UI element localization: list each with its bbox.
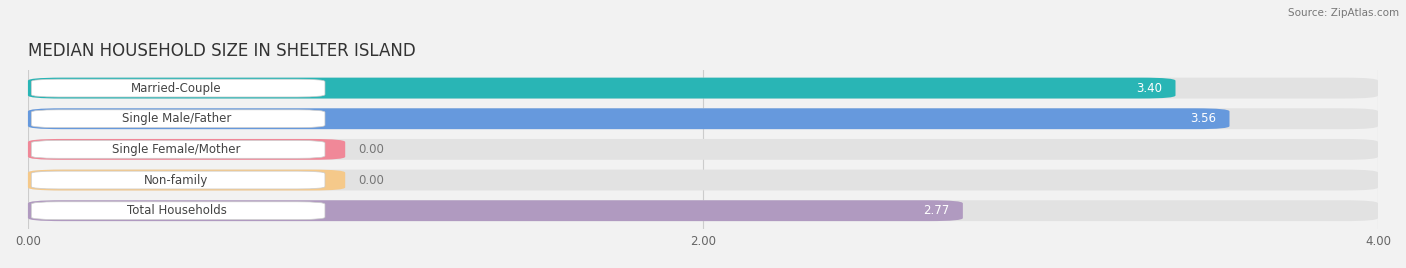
Text: 2.77: 2.77 <box>924 204 949 217</box>
FancyBboxPatch shape <box>28 108 1229 129</box>
Text: Single Male/Father: Single Male/Father <box>122 112 231 125</box>
FancyBboxPatch shape <box>31 79 325 97</box>
FancyBboxPatch shape <box>28 139 1378 160</box>
FancyBboxPatch shape <box>28 170 346 191</box>
Text: Source: ZipAtlas.com: Source: ZipAtlas.com <box>1288 8 1399 18</box>
Text: MEDIAN HOUSEHOLD SIZE IN SHELTER ISLAND: MEDIAN HOUSEHOLD SIZE IN SHELTER ISLAND <box>28 42 416 60</box>
Text: 3.40: 3.40 <box>1136 81 1161 95</box>
FancyBboxPatch shape <box>28 78 1175 99</box>
FancyBboxPatch shape <box>28 170 1378 191</box>
FancyBboxPatch shape <box>28 78 1378 99</box>
FancyBboxPatch shape <box>31 171 325 189</box>
Text: Single Female/Mother: Single Female/Mother <box>112 143 240 156</box>
FancyBboxPatch shape <box>31 202 325 219</box>
FancyBboxPatch shape <box>31 110 325 128</box>
FancyBboxPatch shape <box>28 200 1378 221</box>
Text: Total Households: Total Households <box>127 204 226 217</box>
FancyBboxPatch shape <box>28 200 963 221</box>
FancyBboxPatch shape <box>28 139 346 160</box>
Text: 0.00: 0.00 <box>359 174 385 187</box>
Text: Married-Couple: Married-Couple <box>131 81 222 95</box>
FancyBboxPatch shape <box>31 140 325 158</box>
FancyBboxPatch shape <box>28 108 1378 129</box>
Text: Non-family: Non-family <box>145 174 208 187</box>
Text: 3.56: 3.56 <box>1189 112 1216 125</box>
Text: 0.00: 0.00 <box>359 143 385 156</box>
